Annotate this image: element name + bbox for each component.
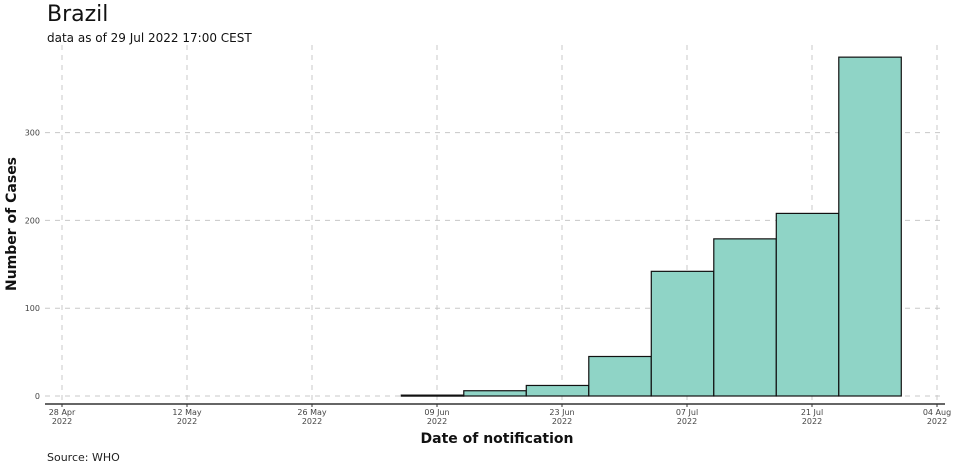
x-tick-year: 2022 — [302, 417, 322, 426]
x-axis-label: Date of notification — [421, 431, 574, 447]
y-axis-label: Number of Cases — [4, 157, 20, 291]
bar — [463, 390, 527, 397]
bar — [650, 270, 715, 397]
x-tick-year: 2022 — [677, 417, 697, 426]
y-tick-label: 100 — [25, 304, 40, 313]
bar — [525, 384, 590, 397]
bar — [775, 212, 840, 397]
x-tick-year: 2022 — [52, 417, 72, 426]
y-tick-label: 300 — [25, 129, 40, 138]
x-tick-label: 28 Apr — [49, 408, 76, 417]
chart-subtitle: data as of 29 Jul 2022 17:00 CEST — [47, 31, 252, 45]
x-tick-year: 2022 — [802, 417, 822, 426]
y-tick-label: 200 — [25, 216, 40, 225]
x-tick-year: 2022 — [552, 417, 572, 426]
x-tick-label: 07 Jul — [676, 408, 698, 417]
chart-title: Brazil — [47, 2, 109, 27]
x-tick-label: 04 Aug — [923, 408, 951, 417]
x-tick-label: 21 Jul — [801, 408, 823, 417]
bar — [588, 355, 652, 397]
source-caption: Source: WHO — [47, 451, 120, 464]
bar — [838, 56, 902, 397]
x-tick-label: 26 May — [297, 408, 327, 417]
x-tick-year: 2022 — [427, 417, 447, 426]
x-tick-label: 09 Jun — [424, 408, 449, 417]
x-tick-year: 2022 — [927, 417, 947, 426]
y-tick-label: 0 — [35, 392, 40, 401]
bar — [400, 394, 465, 397]
x-tick-label: 23 Jun — [549, 408, 574, 417]
x-tick-label: 12 May — [172, 408, 202, 417]
x-tick-year: 2022 — [177, 417, 197, 426]
bar — [713, 238, 777, 397]
